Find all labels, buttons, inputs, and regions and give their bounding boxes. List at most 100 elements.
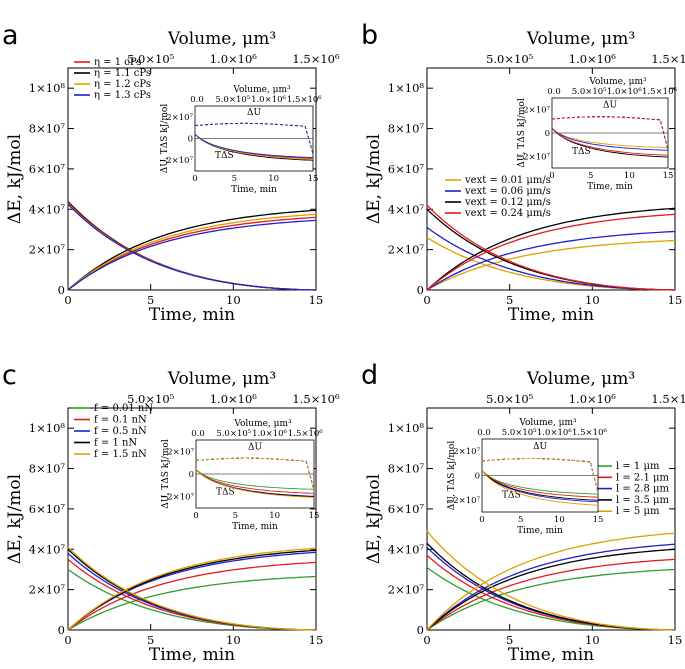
inset-ts-line [481,470,599,501]
y-tick-label: 6×10⁷ [29,162,66,176]
inset-x-tick-label: 0 [479,515,484,525]
x-tick-label: 15 [309,293,324,307]
legend-label: η = 1.2 cPs [94,79,151,90]
top-tick-label: 5.0×10⁵ [127,52,175,66]
inset-top-tick-label: 5.0×10⁵ [216,429,251,439]
inset-y-tick-label: 2×10⁷ [523,106,550,116]
inset-y-tick-label: 0 [545,129,550,139]
inset-y-tick-label: 2×10⁷ [167,447,194,457]
y-tick-label: 8×10⁷ [388,462,425,476]
inset-u-line [551,116,669,150]
x-axis-label: Time, min [149,305,235,325]
y-tick-label: 6×10⁷ [388,502,425,516]
y-tick-label: 8×10⁷ [388,122,425,136]
inset-top-tick-label: 1.5×10⁶ [287,95,322,105]
inset-y-label: ΔU, TΔS kJ/mol [161,439,171,509]
inset-ts-line [195,469,315,494]
inset-y-tick-label: 0 [188,135,193,145]
inset-top-label: Volume, μm³ [518,418,577,428]
x-tick-label: 5 [147,633,154,647]
top-tick-label: 5.0×10⁵ [486,392,534,406]
y-tick-label: 4×10⁷ [29,542,66,556]
inset-x-tick-label: 0 [193,511,198,521]
y-tick-label: 4×10⁷ [388,202,425,216]
y-tick-label: 1×10⁸ [388,421,425,435]
y-axis-label: ΔE, kJ/mol [364,134,384,224]
inset-top-tick-label: 0.0 [190,95,204,105]
inset-ts-line [551,127,669,151]
x-tick-label: 5 [506,633,513,647]
top-tick-label: 5.0×10⁵ [486,52,534,66]
inset-ts-line [195,469,315,490]
inset-annot-u: ΔU [247,108,261,118]
inset-x-label: Time, min [587,182,633,192]
series-decreasing-line [67,546,317,631]
inset-x-tick-label: 15 [308,174,319,184]
top-tick-label: 1.5×10⁶ [292,392,340,406]
y-tick-label: 4×10⁷ [388,542,425,556]
plot-frame [67,407,317,631]
inset-annot-ts: TΔS [215,151,234,161]
y-tick-label: 6×10⁷ [29,502,66,516]
panel-letter: d [361,360,378,391]
top-tick-label: 1.0×10⁶ [569,52,617,66]
inset-ts-line [194,133,314,158]
inset-top-tick-label: 1.5×10⁶ [288,429,323,439]
series-increasing-line [67,213,317,291]
panel-letter: b [361,20,378,51]
legend-label: l = 1 μm [616,461,660,472]
inset-ts-line [551,127,669,149]
inset-x-tick-label: 5 [588,171,593,181]
inset-x-tick-label: 0 [192,174,197,184]
x-tick-label: 10 [585,633,600,647]
inset-annot-ts: TΔS [572,147,591,157]
inset-y-tick-label: 2×10⁷ [166,113,193,123]
inset-ts-line [481,470,599,503]
inset-annot-u: ΔU [603,101,617,111]
series-increasing-line [67,561,317,631]
inset-annot-u: ΔU [533,442,547,452]
inset-top-tick-label: 0.0 [191,429,205,439]
legend-label: η = 1.1 cPs [94,68,151,79]
inset-x-label: Time, min [231,185,277,195]
inset-x-label: Time, min [232,522,278,532]
inset-y-tick-label: −2×10⁷ [159,156,193,166]
series-decreasing-line [426,530,676,631]
x-tick-label: 10 [585,293,600,307]
inset-top-tick-label: 5.0×10⁵ [572,87,607,97]
inset-annot-ts: TΔS [216,487,235,497]
legend-label: vext = 0.06 μm/s [464,186,551,197]
series-increasing-line [67,216,317,291]
inset-x-label: Time, min [517,526,563,536]
top-tick-label: 1.5×10⁶ [651,392,685,406]
inset-top-label: Volume, μm³ [233,419,292,429]
inset: 0 5 10 15 Time, min 0.0 5.0×10⁵ 1.0×10⁶ 1.5×10⁶V… [446,418,607,536]
top-tick-label: 1.0×10⁶ [569,392,617,406]
inset-x-tick-label: 15 [663,171,674,181]
inset-y-tick-label: −2×10⁷ [516,152,550,162]
inset-y-tick-label: 0 [189,470,194,480]
series-increasing-line [426,230,676,291]
legend-label: f = 0.01 nN [94,403,153,414]
inset: 0 5 10 15 Time, min 0.0 5.0×10⁵ 1.0×10⁶ 1.5×10⁶V… [160,419,323,532]
legend-label: l = 2.8 μm [616,484,670,495]
top-tick-label: 1.0×10⁶ [210,52,258,66]
inset-top-tick-label: 5.0×10⁵ [215,95,250,105]
y-tick-label: 1×10⁸ [29,421,66,435]
y-tick-label: 2×10⁷ [388,583,425,597]
inset-top-tick-label: 1.0×10⁶ [607,87,642,97]
inset-x-tick-label: 10 [268,174,279,184]
legend-label: f = 0.1 nN [94,415,147,426]
series-increasing-line [67,209,317,291]
x-tick-label: 0 [423,633,430,647]
inset-u-line [481,458,599,493]
y-tick-label: 2×10⁷ [29,243,66,257]
x-tick-label: 10 [226,293,241,307]
inset: 0 5 10 15 Time, min 0.0 5.0×10⁵ 1.0×10⁶ 1.5×10⁶V… [516,77,677,192]
series-increasing-line [426,207,676,291]
y-tick-label: 4×10⁷ [29,202,66,216]
series-decreasing-line [67,201,317,291]
legend-label: l = 5 μm [616,506,660,517]
top-tick-label: 5.0×10⁵ [127,392,175,406]
series-decreasing-line [426,208,676,291]
